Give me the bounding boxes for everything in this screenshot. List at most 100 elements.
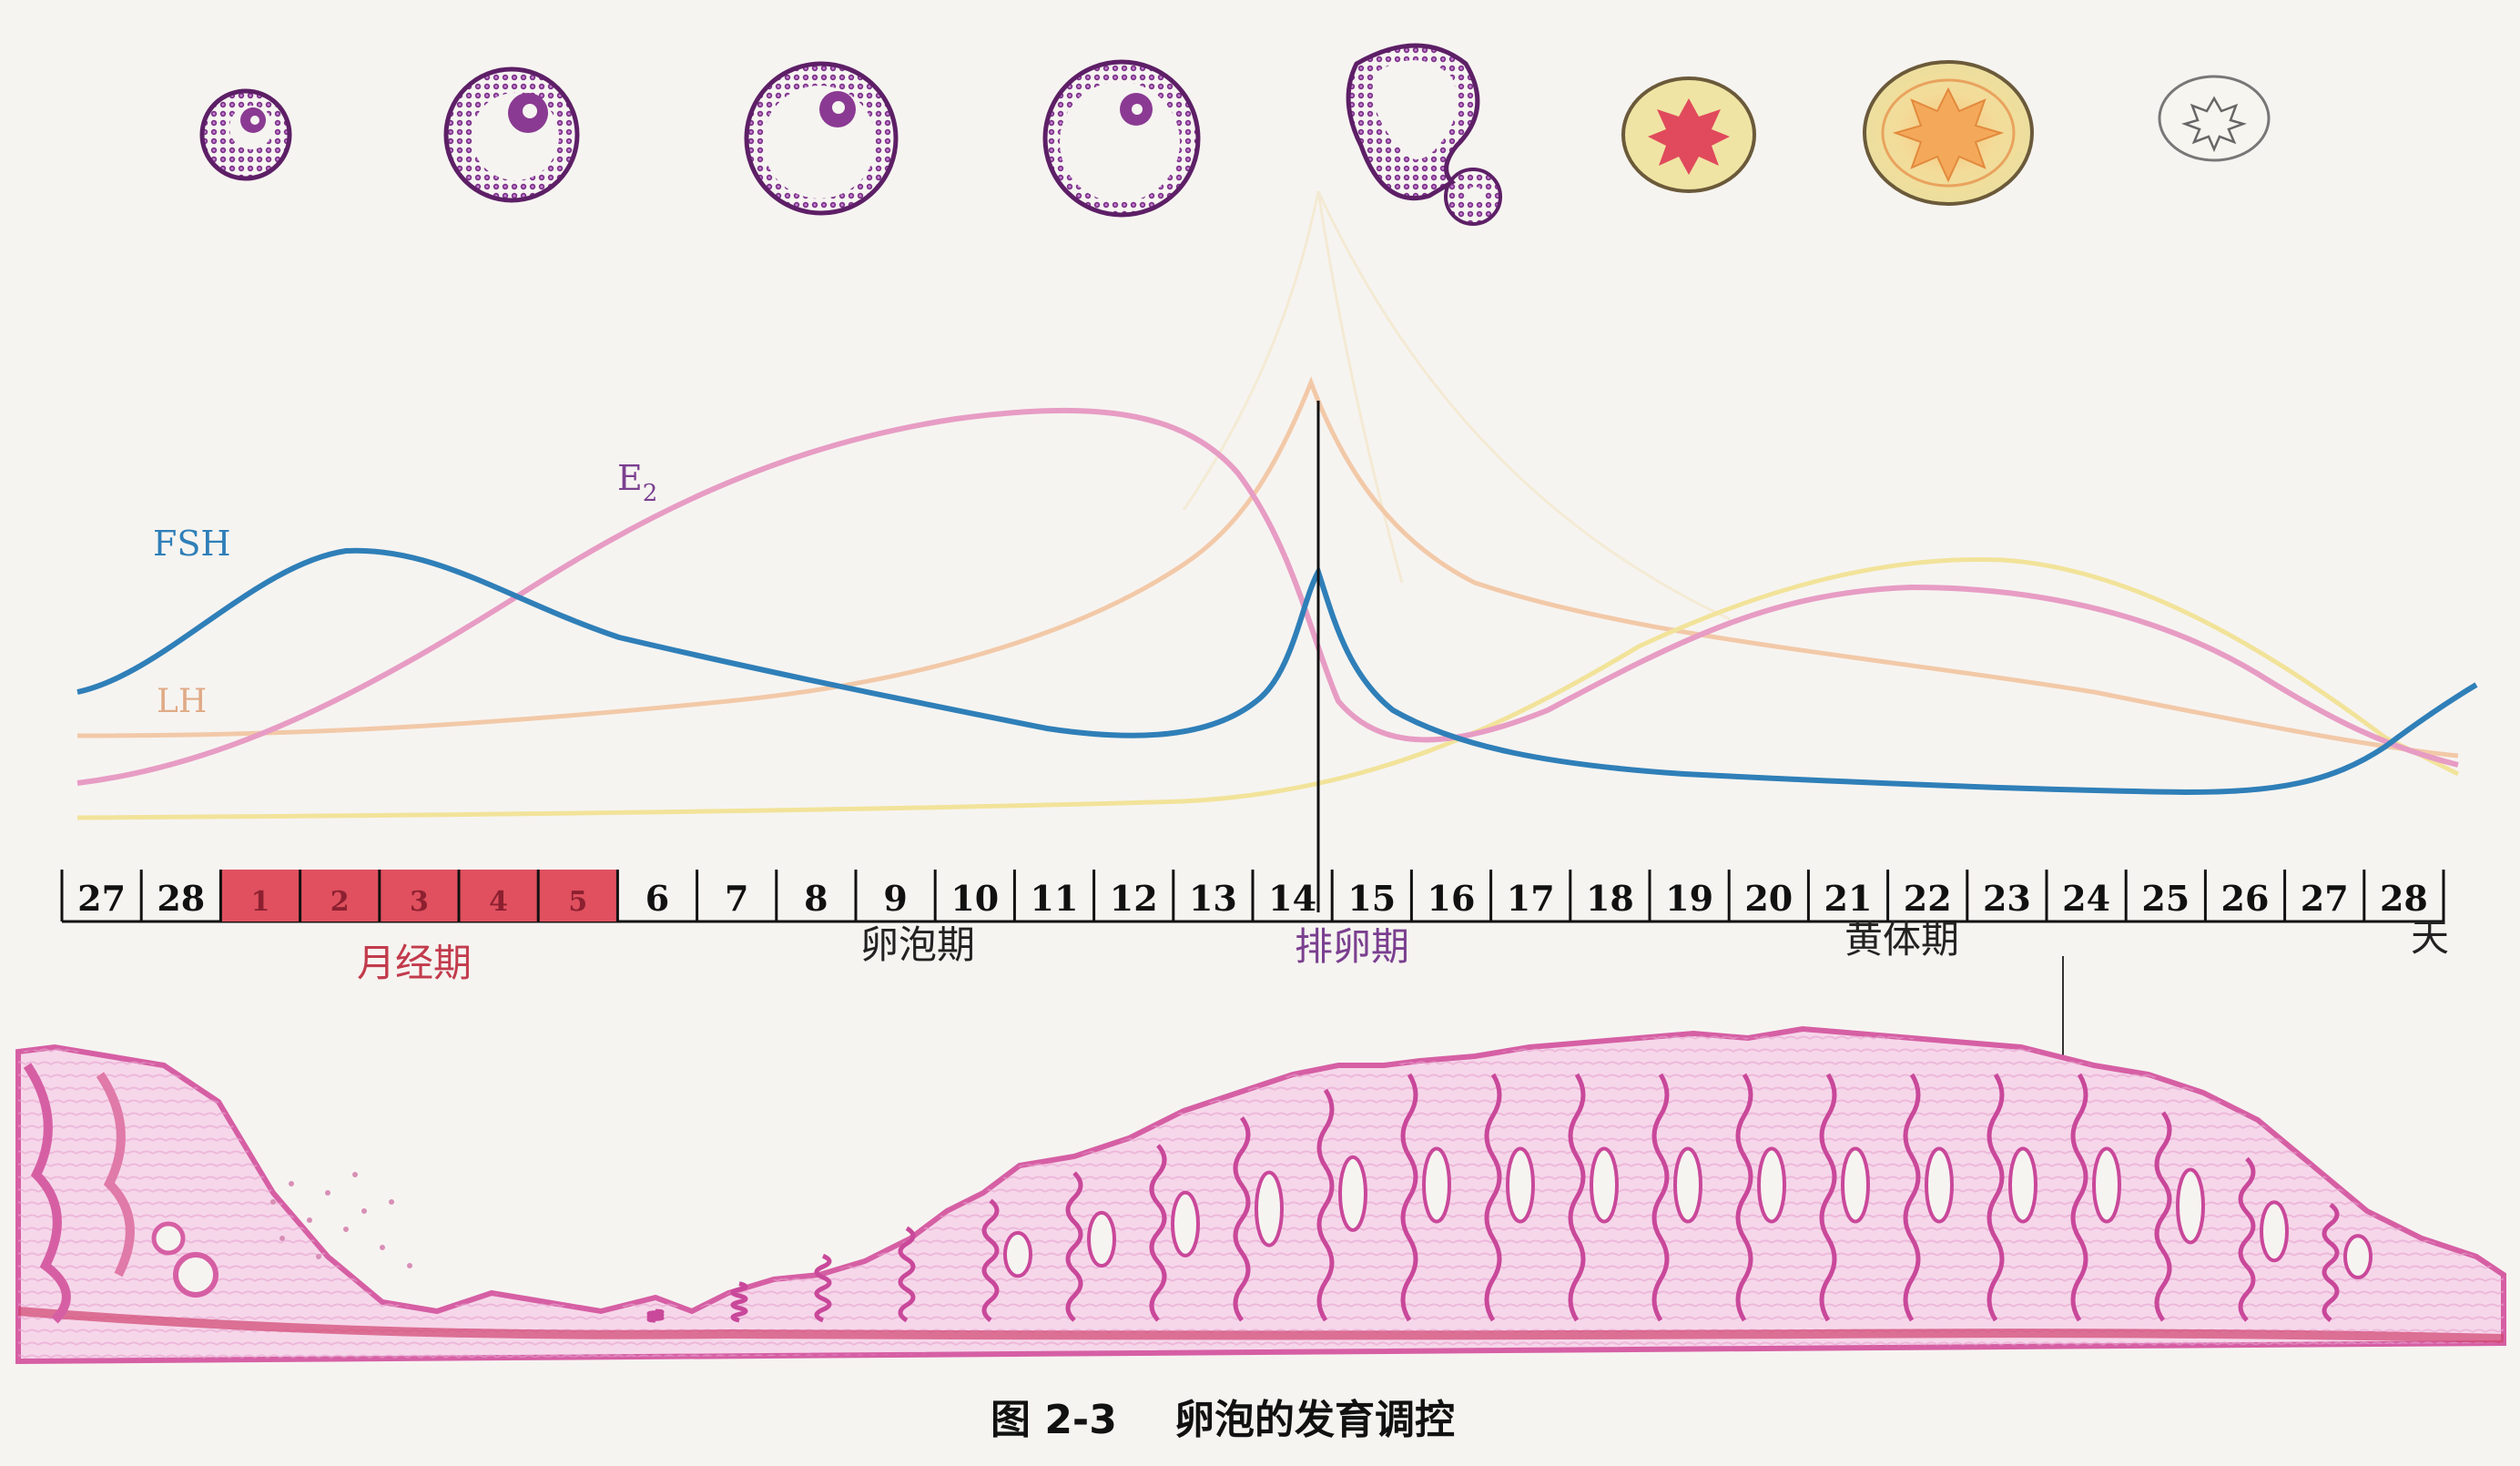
gland [1651,1073,1670,1322]
day-label: 1 [251,886,270,918]
gland [1735,1073,1753,1322]
gland [898,1226,916,1323]
menses-day-cell [220,870,300,921]
day-label: 24 [2062,878,2110,919]
e2-label-sub: 2 [643,480,658,507]
corpus-albicans-icon [2158,75,2271,162]
day-label: 7 [725,878,748,919]
day-label: 4 [489,886,508,918]
gland [814,1253,832,1323]
day-label: 3 [410,886,429,918]
menses-day-cell [300,870,380,921]
day-label: 14 [1268,878,1316,919]
gland-lumen [1506,1146,1535,1224]
gland [1819,1073,1837,1322]
menses-day-cell [538,870,618,921]
gland [1568,1073,1586,1322]
follicle-row [199,43,2271,226]
follicular-phase-label: 卵泡期 [860,922,975,967]
day-label: 12 [1110,878,1158,919]
e2-curve [76,407,2459,786]
day-label: 9 [883,878,907,919]
ovulation-rays [1182,190,1731,621]
caption-figure-number: 图 2-3 [991,1397,1117,1443]
gland [981,1198,1000,1322]
day-label: 20 [1744,878,1793,919]
gland [2238,1156,2256,1322]
gland-lumen [2176,1167,2205,1245]
early-corpus-luteum-icon [1621,76,1756,193]
day-label: 2 [330,886,350,918]
gland-lumen [1590,1146,1619,1224]
ovulation-phase-label: 排卵期 [1295,924,1409,969]
luteal-phase-label: 黄体期 [1844,917,1959,962]
day-label: 8 [804,878,828,919]
ovulating-follicle-icon [1346,43,1502,226]
phase-labels: 月经期 卵泡期 排卵期 黄体期 天 [357,915,2449,985]
gland-lumen [1171,1190,1200,1257]
day-label: 6 [645,878,669,919]
e2-label-main: E [617,458,643,498]
day-label: 15 [1347,878,1396,919]
day-label: 16 [1428,878,1476,919]
menstrual-phase-label: 月经期 [357,941,472,985]
endometrium-basal-layer [17,1307,2505,1343]
figure-caption: 图 2-3 卵泡的发育调控 [991,1397,1455,1443]
preovulatory-follicle-icon [1042,59,1201,218]
cycle-day-timeline: 27 28 1 2 3 4 5 6 7 8 9 10 11 12 13 14 15 16 17 18 19 20 21 22 2… [60,870,2445,923]
day-unit-label: 天 [2411,915,2449,960]
gland [1233,1115,1251,1322]
gland [2322,1203,2340,1322]
antral-follicle-icon [744,61,899,216]
day-label: 27 [77,878,126,919]
day-label: 23 [1983,878,2031,919]
endometrial-glands [646,1073,2373,1323]
day-label: 17 [1507,878,1555,919]
fsh-label: FSH [153,524,231,564]
gland-lumen [2260,1200,2289,1263]
shedding-region [23,1063,412,1324]
gland-lumen [1925,1146,1954,1224]
gland [730,1281,748,1323]
day-label: 21 [1824,878,1873,919]
day-label: 19 [1665,878,1713,919]
day-label: 11 [1031,878,1079,919]
day-label: 26 [2221,878,2270,919]
day-label: 5 [568,886,587,918]
menses-day-cell [379,870,459,921]
endometrium-strip [15,1025,2506,1365]
gland-lumen [1255,1170,1284,1247]
day-label: 28 [157,878,205,919]
gland-lumen [2343,1234,2373,1280]
gland-lumen [1841,1146,1870,1224]
e2-label: E2 [617,458,657,507]
progesterone-curve [76,557,2460,820]
primary-follicle-icon [199,88,292,181]
gland-lumen [1422,1146,1451,1224]
menses-day-cell [459,870,539,921]
lh-label: LH [157,683,207,720]
day-label: 28 [2380,878,2428,919]
gland [1903,1073,1921,1322]
gland [1316,1088,1335,1322]
gland [1065,1171,1083,1322]
gland [646,1308,665,1323]
gland-lumen [2092,1146,2121,1224]
day-label: 10 [950,878,999,919]
hormone-curves: FSH LH E2 [76,376,2478,912]
day-label: 13 [1189,878,1237,919]
caption-title: 卵泡的发育调控 [1174,1397,1455,1443]
gland [1400,1073,1418,1322]
fsh-curve [76,547,2478,796]
day-label: 25 [2141,878,2190,919]
gland [1484,1073,1502,1322]
gland-lumen [1673,1146,1702,1224]
gland [1987,1073,2005,1322]
lh-curve [76,376,2459,758]
gland [1149,1144,1167,1322]
gland-lumen [1757,1146,1786,1224]
gland-lumen [1087,1210,1116,1268]
mature-corpus-luteum-icon [1863,60,2034,206]
